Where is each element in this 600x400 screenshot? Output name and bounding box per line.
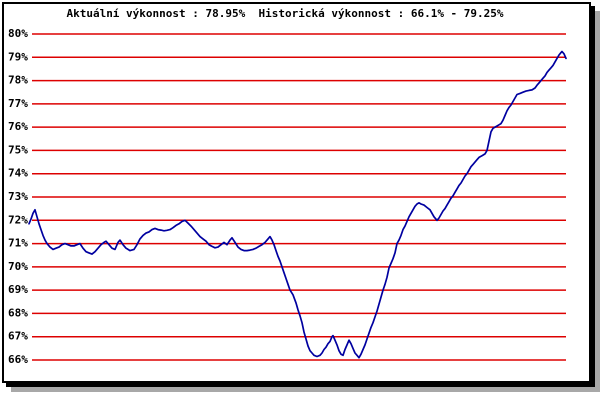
- y-axis-label: 74%: [8, 167, 28, 180]
- series-lines: [28, 50, 567, 359]
- y-axis-label: 73%: [8, 190, 28, 203]
- chart-title: Aktuální výkonnost : 78.95% Historická v…: [66, 7, 504, 20]
- y-axis-label: 66%: [8, 353, 28, 366]
- y-axis-label: 71%: [8, 237, 28, 250]
- performance-line: [28, 50, 567, 359]
- y-axis-label: 76%: [8, 120, 28, 133]
- y-axis-labels: 80% 79% 78% 77% 76% 75% 74% 73% 72% 71% 70% 69% 68% 6…: [8, 27, 28, 366]
- y-axis-label: 68%: [8, 306, 28, 319]
- y-axis-label: 75%: [8, 143, 28, 156]
- y-axis-label: 77%: [8, 97, 28, 110]
- y-axis-label: 67%: [8, 330, 28, 343]
- y-axis-label: 79%: [8, 50, 28, 63]
- y-axis-label: 69%: [8, 283, 28, 296]
- y-axis-label: 72%: [8, 213, 28, 226]
- y-axis-label: 78%: [8, 74, 28, 87]
- y-axis-label: 80%: [8, 27, 28, 40]
- gridlines: [32, 33, 566, 361]
- y-axis-label: 70%: [8, 260, 28, 273]
- chart-frame: [2, 2, 591, 383]
